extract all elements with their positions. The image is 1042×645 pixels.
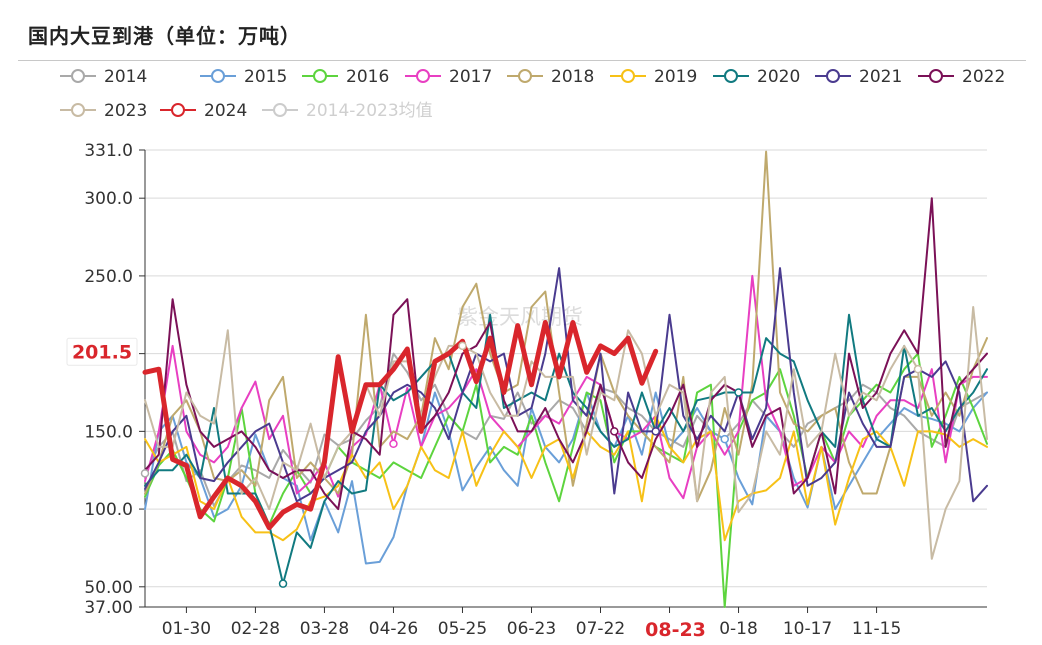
x-axis: 01-30 02-28 03-28 04-26 05-25 06-23 07-22 0-18 1…	[145, 606, 987, 639]
legend-marker	[71, 69, 85, 83]
data-point-2017	[389, 439, 398, 449]
legend-label: 2015	[244, 67, 287, 87]
legend-marker	[273, 103, 287, 117]
legend-marker	[416, 69, 430, 83]
data-point-2020	[278, 579, 288, 588]
x-tick-label: 11-15	[852, 619, 901, 639]
legend-marker	[171, 103, 185, 117]
legend-label: 2021	[859, 67, 902, 87]
legend-label: 2016	[346, 67, 389, 87]
x-tick-label: 10-17	[783, 619, 832, 639]
legend-marker	[826, 69, 840, 83]
data-point-2023	[913, 364, 923, 374]
data-point-2023	[458, 341, 467, 351]
legend-item-2017[interactable]: 2017	[405, 67, 492, 87]
legend-label: 2022	[962, 67, 1005, 87]
data-point-2014	[140, 469, 150, 478]
series-line-2017	[144, 274, 988, 500]
highlight-markers: 201.5 08-23	[66, 337, 706, 641]
series-line-2024	[142, 320, 659, 531]
y-tick-label: 250.0	[84, 267, 133, 287]
data-point-2020	[734, 388, 743, 397]
legend-label: 2024	[204, 101, 247, 121]
legend-item-2014-2023均值[interactable]: 2014-2023均值	[262, 101, 433, 121]
x-tick-label: 04-26	[369, 619, 418, 639]
grid-lines	[145, 149, 987, 608]
series-line-2023	[144, 306, 988, 560]
legend-marker	[621, 69, 635, 83]
y-tick-label: 50.00	[84, 578, 133, 598]
data-point-2015	[720, 434, 729, 444]
series-line-2016	[144, 352, 988, 608]
data-point-2021	[651, 427, 660, 436]
y-tick-label: 150.0	[84, 422, 133, 442]
legend-item-2022[interactable]: 2022	[918, 67, 1005, 87]
legend-item-2016[interactable]: 2016	[302, 67, 389, 87]
legend-item-2019[interactable]: 2019	[610, 67, 697, 87]
legend-marker	[71, 103, 85, 117]
legend-marker	[518, 69, 532, 83]
legend-marker	[724, 69, 738, 83]
x-tick-label: 02-28	[231, 619, 280, 639]
x-tick-label: 07-22	[576, 619, 625, 639]
series-lines	[140, 150, 988, 608]
y-pointer-label: 201.5	[66, 337, 138, 366]
legend-label: 2014-2023均值	[306, 101, 433, 121]
legend-item-2021[interactable]: 2021	[815, 67, 902, 87]
series-line-2020	[144, 313, 988, 585]
legend-item-2023[interactable]: 2023	[60, 101, 147, 121]
legend-item-2014[interactable]: 2014	[60, 67, 147, 87]
legend-label: 2019	[654, 67, 697, 87]
legend-item-2020[interactable]: 2020	[713, 67, 800, 87]
legend-item-2024[interactable]: 2024	[160, 101, 247, 121]
legend-label: 2014	[104, 67, 147, 87]
y-tick-label: 300.0	[84, 189, 133, 209]
title-divider	[18, 60, 1026, 61]
legend[interactable]: 2014 2015 2016 2017 2018 2019 2020 2021 2022 2023…	[60, 67, 1005, 121]
legend-label: 2023	[104, 101, 147, 121]
x-tick-label: 06-23	[507, 619, 556, 639]
legend-item-2018[interactable]: 2018	[507, 67, 594, 87]
x-tick-label: 0-18	[719, 619, 758, 639]
series-line-2019	[144, 414, 988, 542]
y-tick-label: 100.0	[84, 500, 133, 520]
x-tick-label: 03-28	[300, 619, 349, 639]
legend-marker	[313, 69, 327, 83]
legend-label: 2017	[449, 67, 492, 87]
legend-marker	[211, 69, 225, 83]
y-pointer-box	[66, 337, 138, 366]
legend-item-2015[interactable]: 2015	[200, 67, 287, 87]
x-tick-label: 05-25	[438, 619, 487, 639]
legend-label: 2018	[551, 67, 594, 87]
legend-label: 2020	[757, 67, 800, 87]
series-line-2018	[144, 150, 988, 503]
y-tick-label: 331.0	[84, 141, 133, 161]
legend-marker	[929, 69, 943, 83]
series-line-2022	[144, 197, 988, 511]
chart-title: 国内大豆到港（单位：万吨）	[28, 24, 301, 48]
data-point-2022	[610, 427, 619, 436]
y-tick-label: 37.00	[84, 598, 133, 618]
y-pointer-value: 201.5	[72, 341, 132, 363]
x-pointer-label: 08-23	[645, 619, 706, 641]
x-tick-label: 01-30	[162, 619, 211, 639]
